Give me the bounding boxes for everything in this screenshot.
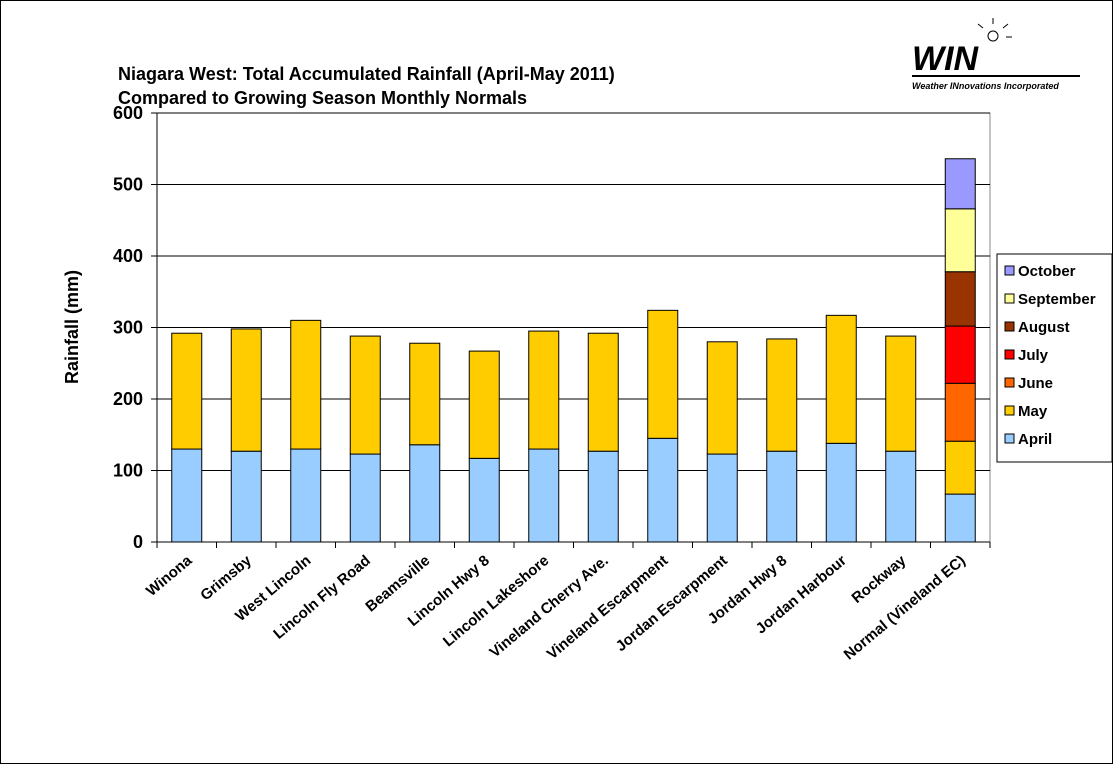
bar-segment	[944, 208, 976, 273]
logo-rays	[977, 18, 1012, 38]
y-tick-label: 500	[113, 175, 143, 195]
bar-segment	[766, 450, 798, 543]
y-tick-label: 0	[133, 532, 143, 552]
legend-swatch	[1004, 321, 1015, 332]
legend-label: October	[1018, 263, 1076, 280]
bar-segment	[468, 457, 500, 543]
legend-label: September	[1018, 291, 1096, 308]
y-axis-label: Rainfall (mm)	[62, 270, 82, 384]
legend-label: August	[1018, 319, 1070, 336]
bar-segment	[944, 271, 976, 327]
bar-segment	[706, 341, 738, 455]
legend-swatch	[1004, 377, 1015, 388]
y-tick-label: 200	[113, 389, 143, 409]
bar-segment	[587, 450, 619, 543]
bar-segment	[587, 332, 619, 452]
logo-sun	[987, 30, 999, 42]
bar-segment	[230, 328, 262, 452]
bar-segment	[290, 448, 322, 543]
y-tick-label: 400	[113, 246, 143, 266]
bar-segment	[706, 453, 738, 543]
bar-segment	[647, 309, 679, 439]
y-tick-label: 300	[113, 318, 143, 338]
chart-title: Niagara West: Total Accumulated Rainfall…	[118, 64, 615, 84]
bar-segment	[171, 332, 203, 450]
legend-label: May	[1018, 403, 1048, 420]
logo-text: WIN	[912, 40, 980, 78]
bar-segment	[171, 448, 203, 543]
y-tick-label: 600	[113, 103, 143, 123]
legend-label: April	[1018, 431, 1052, 448]
y-tick-label: 100	[113, 461, 143, 481]
bar-segment	[230, 450, 262, 543]
bar-segment	[825, 442, 857, 543]
bar-segment	[944, 382, 976, 442]
legend-box	[996, 253, 1113, 463]
bar-segment	[528, 330, 560, 450]
legend-swatch	[1004, 405, 1015, 416]
bar-segment	[468, 350, 500, 459]
bar-segment	[944, 440, 976, 495]
bar-segment	[944, 325, 976, 384]
legend-swatch	[1004, 293, 1015, 304]
bar-segment	[944, 493, 976, 543]
bar-segment	[409, 444, 441, 543]
logo-tagline: Weather INnovations Incorporated	[912, 81, 1059, 91]
legend-label: June	[1018, 375, 1053, 392]
bar-segment	[528, 448, 560, 543]
bar-segment	[647, 437, 679, 543]
bar-segment	[349, 453, 381, 543]
bar-segment	[349, 335, 381, 455]
bar-segment	[885, 335, 917, 452]
bar-segment	[944, 158, 976, 210]
bar-segment	[825, 314, 857, 444]
bar-segment	[885, 450, 917, 543]
chart-subtitle: Compared to Growing Season Monthly Norma…	[118, 88, 527, 108]
bar-segment	[766, 338, 798, 452]
logo: WIN Weather INnovations Incorporated	[912, 18, 1080, 91]
legend-label: July	[1018, 347, 1049, 364]
legend-swatch	[1004, 433, 1015, 444]
legend-swatch	[1004, 265, 1015, 276]
bar-segment	[290, 319, 322, 450]
bar-segment	[409, 342, 441, 446]
legend-swatch	[1004, 349, 1015, 360]
